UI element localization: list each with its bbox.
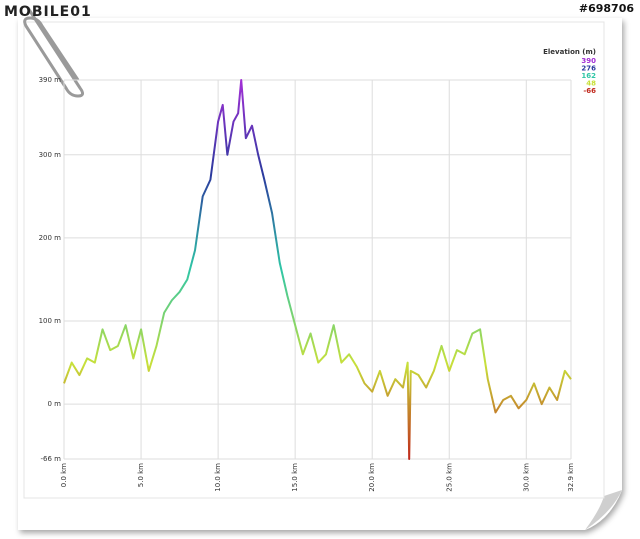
page-curl [585, 490, 622, 530]
legend-value: 48 [586, 80, 596, 88]
x-tick-label: 5.0 km [137, 463, 145, 487]
x-tick-label: 15.0 km [291, 463, 299, 492]
legend-value: 162 [581, 72, 596, 80]
legend-value: 390 [581, 57, 596, 65]
y-tick-label: 300 m [39, 151, 62, 159]
x-tick-label: 25.0 km [445, 463, 453, 492]
legend-title: Elevation (m) [543, 48, 596, 56]
elevation-line [63, 79, 572, 460]
y-tick-label: 100 m [39, 317, 62, 325]
x-tick-label: 32.9 km [567, 463, 575, 492]
legend-value: -66 [583, 87, 596, 95]
x-tick-label: 20.0 km [368, 463, 376, 492]
y-tick-label: 390 m [39, 76, 62, 84]
logo: MOBILE01 [4, 4, 92, 20]
paperclip [23, 7, 85, 98]
post-id: #698706 [579, 2, 634, 15]
x-tick-label: 30.0 km [522, 463, 530, 492]
x-tick-label: 10.0 km [214, 463, 222, 492]
x-tick-label: 0.0 km [60, 463, 68, 487]
y-tick-label: 200 m [39, 234, 62, 242]
y-tick-label: -66 m [41, 455, 62, 463]
chart-frame [23, 21, 605, 499]
y-tick-label: 0 m [48, 400, 62, 408]
legend-value: 276 [581, 65, 596, 73]
